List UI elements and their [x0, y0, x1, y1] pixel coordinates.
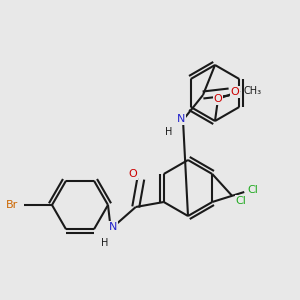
Text: O: O [231, 87, 239, 97]
Text: O: O [128, 169, 137, 179]
Text: N: N [177, 114, 185, 124]
Text: Br: Br [6, 200, 18, 210]
Text: O: O [214, 94, 222, 104]
Text: CH₃: CH₃ [243, 86, 261, 96]
Text: Cl: Cl [236, 196, 247, 206]
Text: N: N [109, 222, 117, 232]
Text: H: H [165, 127, 173, 137]
Text: Cl: Cl [248, 185, 259, 195]
Text: H: H [101, 238, 108, 248]
